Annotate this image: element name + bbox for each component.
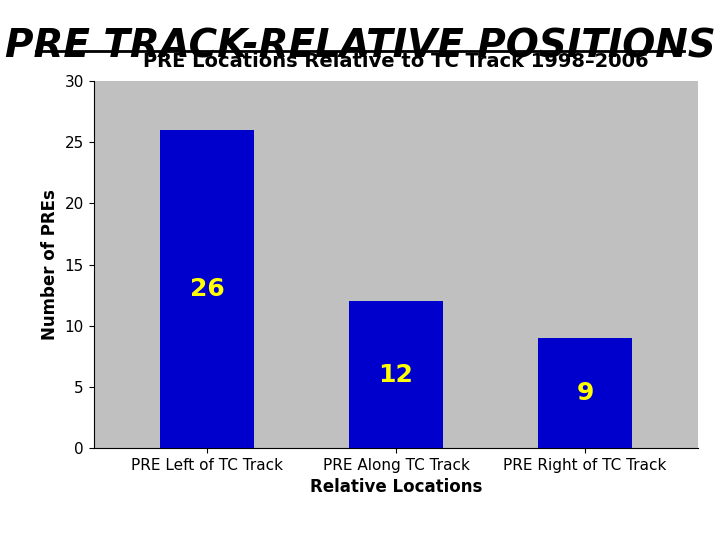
Text: 9: 9 — [576, 381, 594, 405]
Text: 26: 26 — [189, 277, 225, 301]
Bar — [160, 130, 254, 448]
Y-axis label: Number of PREs: Number of PREs — [41, 189, 59, 340]
Title: PRE Locations Relative to TC Track 1998–2006: PRE Locations Relative to TC Track 1998–… — [143, 52, 649, 71]
Bar — [348, 301, 444, 448]
X-axis label: Relative Locations: Relative Locations — [310, 478, 482, 496]
Text: 12: 12 — [379, 363, 413, 387]
Bar — [538, 338, 632, 448]
Text: PRE TRACK-RELATIVE POSITIONS: PRE TRACK-RELATIVE POSITIONS — [4, 27, 716, 65]
